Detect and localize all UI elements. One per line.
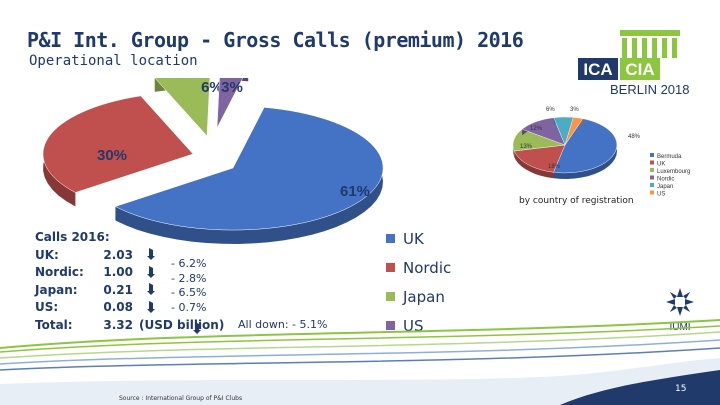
pie-data-label: 30% (97, 147, 127, 164)
mini-legend-label: Luxembourg (657, 169, 690, 175)
calls-label: US: (35, 300, 59, 314)
mini-legend-label: Japan (657, 184, 673, 190)
mini-data-label: 48% (628, 134, 641, 140)
mini-legend-swatch (650, 160, 654, 165)
calls-value: 0.21 (103, 282, 133, 297)
changes-list: - 6.2% - 2.8% - 6.5% - 0.7% (171, 257, 206, 315)
legend-item: US (386, 311, 451, 340)
mini-legend-swatch (650, 175, 654, 180)
legend-swatch (386, 321, 395, 330)
legend-swatch (386, 234, 395, 243)
calls-total-label: Total: (35, 317, 73, 332)
logo-ica-text: ICA (583, 60, 612, 79)
source-note: Source : International Group of P&I Club… (119, 395, 243, 402)
legend-swatch (386, 263, 395, 272)
pie-data-label: 6% (201, 79, 223, 96)
mini-chart-note: by country of registration (519, 196, 634, 206)
slide-subtitle: Operational location (29, 53, 198, 69)
pie-slice (154, 78, 211, 137)
legend-item: Nordic (386, 253, 451, 282)
mini-slice (513, 144, 566, 173)
arrow-down-icon (192, 321, 208, 339)
calls-label: Nordic: (35, 265, 84, 279)
calls-table: Calls 2016: UK: 2.03 Nordic: 1.00 Japan: 0.… (35, 229, 224, 334)
mini-legend-swatch (650, 190, 654, 195)
legend-item: UK (386, 224, 451, 253)
mini-data-label: 13% (520, 144, 533, 150)
calls-value: 2.03 (103, 247, 133, 262)
mini-data-label: 12% (530, 126, 543, 132)
mini-data-label: 3% (570, 107, 579, 113)
calls-heading: Calls 2016: (35, 230, 110, 244)
arrows-column (146, 247, 208, 339)
calls-value: 0.08 (103, 300, 133, 314)
mini-legend-label: Nordic (657, 177, 674, 183)
mini-legend-label: Bermuda (657, 154, 682, 160)
mini-legend-swatch (650, 153, 654, 157)
main-pie-chart: 61% 30% 6%3% (42, 78, 384, 245)
change-value: - 6.2% (171, 257, 207, 270)
calls-label: Japan: (35, 282, 78, 297)
arrow-down-icon (146, 300, 208, 318)
mini-data-label: 6% (546, 107, 555, 113)
legend-swatch (386, 292, 395, 301)
page-number: 15 (675, 384, 687, 394)
brandenburg-gate-icon: ICA CIA BERLIN 2018 (578, 30, 690, 97)
all-down-note: All down: - 5.1% (238, 318, 328, 331)
pie-slice (114, 107, 384, 231)
mini-legend-swatch (650, 168, 654, 172)
mini-slice (564, 117, 584, 146)
logo-cia-text: CIA (625, 60, 654, 79)
mini-legend-swatch (650, 183, 654, 187)
pie-slice (216, 78, 244, 129)
logo-city-year: BERLIN 2018 (610, 82, 690, 96)
ica-cia-logo: ICA CIA BERLIN 2018 (576, 24, 706, 97)
arrow-down-icon (146, 282, 208, 300)
mini-legend-label: UK (657, 162, 665, 168)
pie-data-label: 61% (340, 183, 370, 200)
calls-total-value: 3.32 (103, 317, 133, 332)
pie-data-label: 3% (221, 79, 243, 96)
change-value: - 6.5% (171, 286, 207, 299)
legend-label: Nordic (403, 258, 452, 277)
legend-label: Japan (403, 287, 445, 306)
calls-total-row: Total: 3.32 (USD billion) (35, 317, 224, 335)
pie-slice (42, 95, 194, 193)
legend-item: Japan (386, 282, 451, 311)
calls-value: 1.00 (103, 265, 133, 279)
change-value: - 0.7% (171, 300, 207, 314)
arrow-down-icon (146, 247, 208, 265)
calls-row: Nordic: 1.00 (35, 264, 224, 282)
legend-label: US (403, 316, 424, 335)
mini-slice (553, 118, 617, 174)
pie-slice-side (115, 107, 384, 245)
mini-data-label: 18% (548, 164, 561, 170)
calls-row: Japan: 0.21 (35, 282, 224, 300)
legend-label: UK (403, 229, 424, 248)
calls-row: UK: 2.03 (35, 247, 224, 265)
mini-slice-side (514, 151, 554, 179)
arrow-down-icon (146, 265, 208, 283)
change-value: - 2.8% (171, 271, 207, 285)
main-legend: UK Nordic Japan US (386, 224, 451, 340)
footer-waves (0, 319, 720, 405)
calls-row: US: 0.08 (35, 299, 224, 317)
calls-unit: (USD billion) (139, 317, 225, 332)
calls-label: UK: (35, 247, 59, 262)
mini-legend-label: US (657, 192, 665, 198)
slide-title: P&I Int. Group - Gross Calls (premium) 2… (27, 28, 524, 52)
